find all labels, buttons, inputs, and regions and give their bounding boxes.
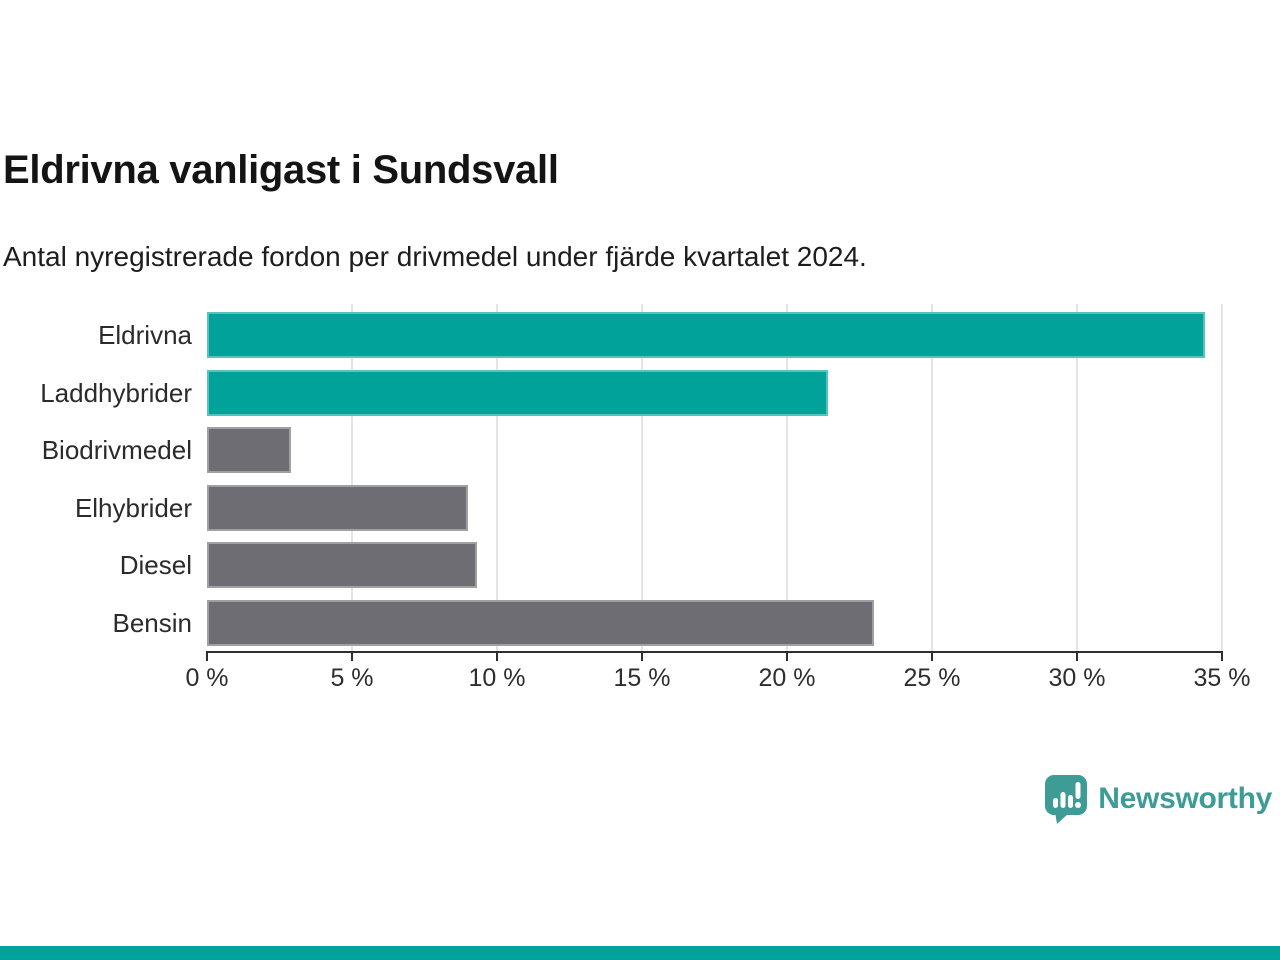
x-axis-line xyxy=(206,651,1223,653)
x-axis-tick xyxy=(496,651,498,661)
x-axis-tick xyxy=(786,651,788,661)
gridline xyxy=(931,304,933,652)
category-label: Laddhybrider xyxy=(40,377,192,408)
x-axis-tick xyxy=(641,651,643,661)
x-axis-tick xyxy=(1076,651,1078,661)
bar-eldrivna xyxy=(207,312,1205,358)
bottom-accent-bar xyxy=(0,946,1280,960)
page-subtitle: Antal nyregistrerade fordon per drivmede… xyxy=(3,241,867,272)
category-label: Elhybrider xyxy=(74,492,192,523)
bar-laddhybrider xyxy=(207,369,828,416)
x-tick-label: 0 % xyxy=(185,664,229,692)
x-tick-label: 15 % xyxy=(613,664,671,692)
x-tick-label: 20 % xyxy=(758,664,816,692)
page-title: Eldrivna vanligast i Sundsvall xyxy=(3,148,559,192)
newsworthy-logo-text: Newsworthy xyxy=(1098,782,1272,815)
newsworthy-logo-icon xyxy=(1045,775,1088,824)
category-label: Bensin xyxy=(112,607,193,638)
x-axis-tick xyxy=(206,651,208,661)
gridline xyxy=(786,304,788,652)
x-tick-label: 30 % xyxy=(1048,664,1106,692)
newsworthy-branding: Newsworthy xyxy=(1044,774,1272,824)
x-axis-tick xyxy=(931,651,933,661)
bar-elhybrider xyxy=(207,484,468,531)
x-tick-label: 5 % xyxy=(330,664,374,692)
gridline xyxy=(351,304,353,652)
gridline xyxy=(641,304,643,652)
gridline xyxy=(1076,304,1078,652)
x-axis-tick xyxy=(1221,651,1223,661)
bar-biodrivmedel xyxy=(207,427,292,473)
bar-diesel xyxy=(207,542,477,588)
x-tick-label: 10 % xyxy=(468,664,526,692)
gridline xyxy=(496,304,498,652)
bar-bensin xyxy=(207,599,874,646)
category-label: Diesel xyxy=(119,550,192,580)
x-tick-label: 35 % xyxy=(1193,664,1251,692)
category-label: Biodrivmedel xyxy=(41,435,192,465)
x-tick-label: 25 % xyxy=(903,664,961,692)
x-axis-tick xyxy=(351,651,353,661)
gridline xyxy=(1221,304,1223,652)
category-label: Eldrivna xyxy=(98,320,192,350)
